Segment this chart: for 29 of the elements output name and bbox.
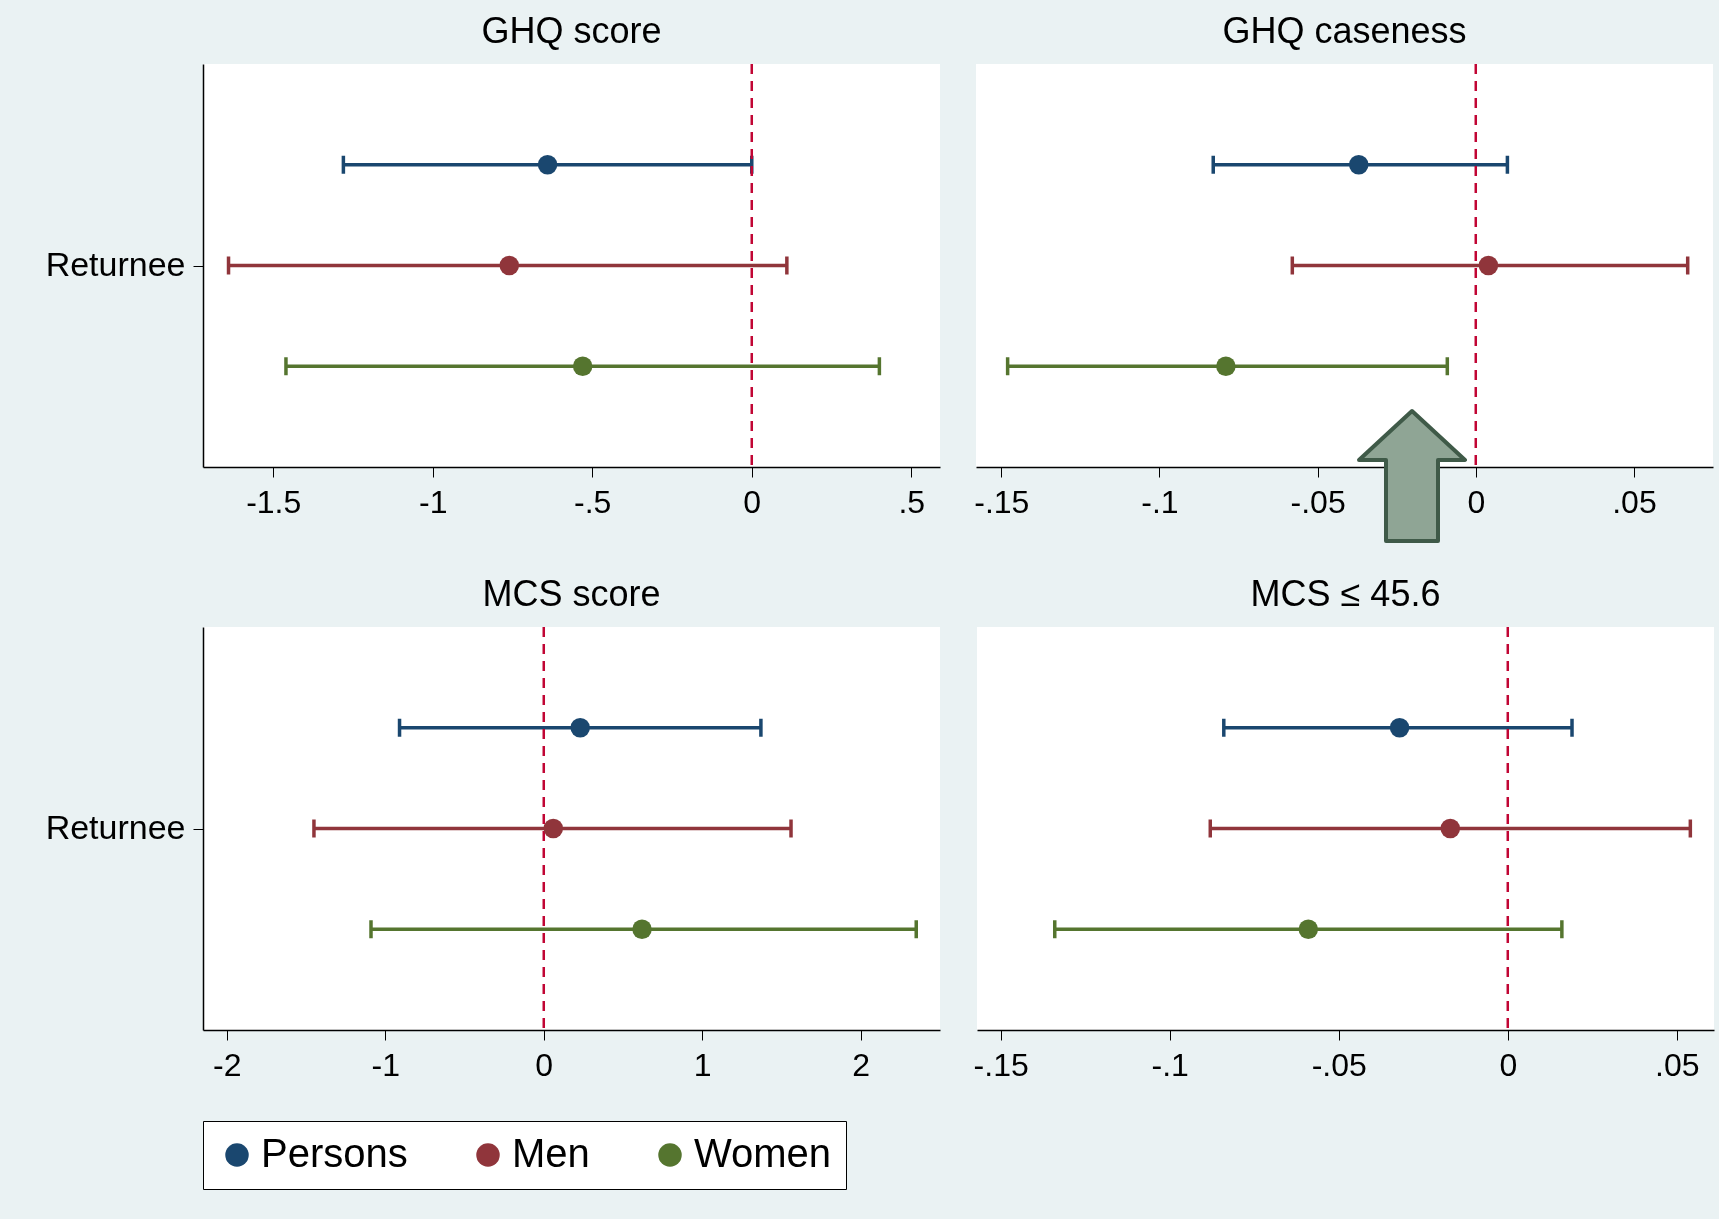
legend-label: Women (694, 1131, 832, 1175)
x-tick-label: -.05 (1311, 1046, 1367, 1083)
x-tick-label: 0 (535, 1046, 554, 1083)
chart-title: GHQ caseness (1222, 9, 1467, 51)
x-tick-label: -2 (213, 1046, 242, 1083)
x-tick-label: .05 (1655, 1046, 1700, 1083)
x-tick-label: 0 (1467, 483, 1486, 520)
y-tick-label: Returnee (45, 808, 186, 846)
x-tick-label: 0 (1499, 1046, 1518, 1083)
legend-label: Persons (261, 1131, 408, 1175)
x-tick-label: -.05 (1290, 483, 1346, 520)
x-tick-label: -1 (418, 483, 448, 520)
y-tick-label: Returnee (45, 245, 186, 283)
chart-title: MCS ≤ 45.6 (1250, 572, 1441, 614)
x-tick-label: -1 (371, 1046, 400, 1083)
x-tick-label: -.15 (974, 483, 1030, 520)
x-tick-label: .05 (1612, 483, 1657, 520)
x-tick-label: .5 (898, 483, 926, 520)
x-tick-label: -.1 (1151, 1046, 1189, 1083)
chart-title: MCS score (482, 572, 661, 614)
x-tick-label: 0 (743, 483, 762, 520)
chart-title: GHQ score (481, 9, 662, 51)
x-tick-label: -1.5 (246, 483, 302, 520)
x-tick-label: -.15 (973, 1046, 1029, 1083)
x-tick-label: -.1 (1141, 483, 1179, 520)
x-tick-label: 1 (693, 1046, 712, 1083)
x-tick-label: -.5 (574, 483, 612, 520)
legend-label: Men (512, 1131, 590, 1175)
x-tick-label: 2 (852, 1046, 871, 1083)
